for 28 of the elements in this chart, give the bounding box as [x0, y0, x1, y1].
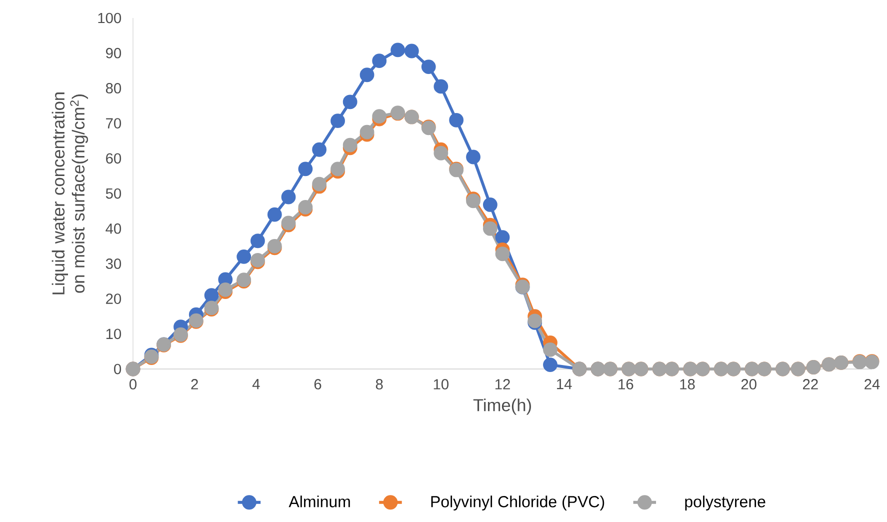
x-tick-label: 4	[252, 379, 260, 390]
x-tick-label: 8	[376, 379, 383, 390]
x-tick-label: 12	[495, 379, 510, 390]
legend-label: Alminum	[288, 496, 350, 508]
y-tick-label: 100	[98, 12, 122, 24]
x-tick-label: 20	[741, 379, 756, 390]
y-tick-label: 50	[106, 188, 122, 199]
y-tick-label: 90	[106, 48, 122, 58]
y-tick-label: 80	[106, 83, 122, 94]
x-tick-label: 10	[434, 379, 448, 390]
x-tick-label: 0	[129, 379, 136, 390]
y-tick-label: 60	[106, 153, 122, 164]
x-tick-label: 24	[864, 379, 880, 390]
x-axis-title: Time(h)	[473, 398, 531, 415]
x-tick-label: 2	[191, 379, 198, 390]
x-tick-label: 14	[557, 379, 572, 390]
y-tick-label: 20	[106, 294, 122, 304]
y-tick-label: 70	[106, 118, 122, 128]
y-tick-label: 30	[106, 258, 122, 269]
legend-label: polystyrene	[685, 496, 766, 511]
x-tick-label: 6	[314, 379, 322, 390]
y-tick-label: 40	[106, 223, 122, 234]
y-tick-label: 0	[114, 364, 122, 374]
x-tick-label: 22	[803, 379, 818, 390]
legend-label: Polyvinyl Chloride (PVC)	[431, 496, 604, 511]
y-tick-label: 10	[106, 328, 122, 340]
x-tick-label: 16	[618, 379, 634, 390]
x-tick-label: 18	[680, 379, 695, 390]
